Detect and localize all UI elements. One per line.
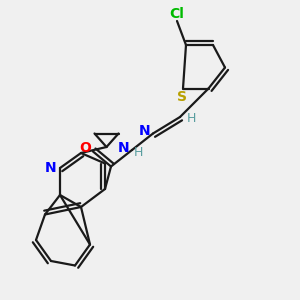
Text: H: H [187, 112, 196, 125]
Text: N: N [45, 161, 56, 175]
Text: S: S [176, 90, 187, 104]
Text: H: H [134, 146, 143, 160]
Text: Cl: Cl [169, 7, 184, 20]
Text: N: N [118, 141, 129, 154]
Text: O: O [80, 142, 92, 155]
Text: N: N [139, 124, 150, 138]
